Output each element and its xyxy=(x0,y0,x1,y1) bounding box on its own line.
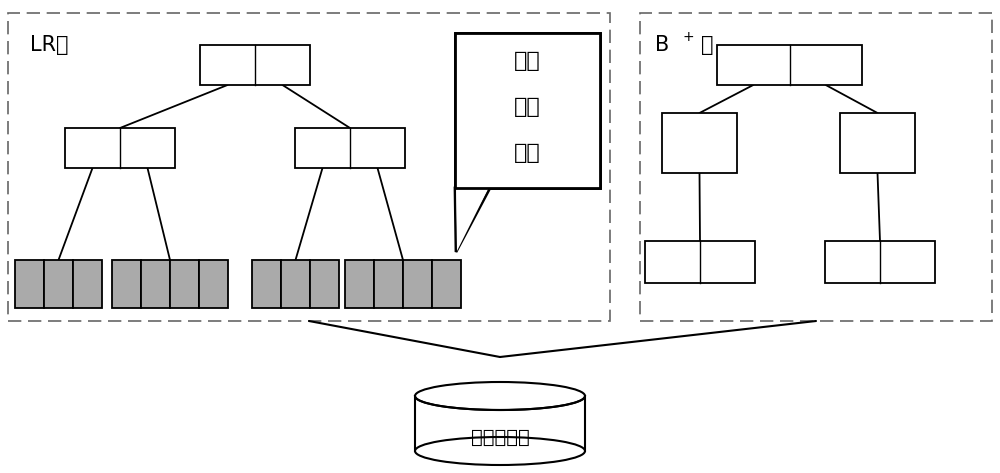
Bar xyxy=(112,260,141,308)
Bar xyxy=(252,260,281,308)
Bar xyxy=(432,260,461,308)
Bar xyxy=(281,260,310,308)
Bar xyxy=(310,260,339,308)
Bar xyxy=(662,113,737,173)
Text: 时空数据库: 时空数据库 xyxy=(471,428,529,447)
Bar xyxy=(455,33,600,188)
Bar xyxy=(717,45,862,85)
Bar xyxy=(403,260,432,308)
Ellipse shape xyxy=(415,382,585,410)
Text: 时态: 时态 xyxy=(514,51,541,71)
Bar xyxy=(170,260,199,308)
Ellipse shape xyxy=(415,437,585,465)
Bar xyxy=(825,241,935,283)
Text: 树: 树 xyxy=(701,35,714,55)
Text: LR树: LR树 xyxy=(30,35,68,55)
Text: 线性: 线性 xyxy=(514,97,541,117)
Text: B: B xyxy=(655,35,669,55)
Bar xyxy=(455,33,600,188)
Bar xyxy=(345,260,374,308)
Bar xyxy=(73,260,102,308)
Bar xyxy=(295,128,405,168)
Bar xyxy=(200,45,310,85)
Text: +: + xyxy=(683,30,695,44)
Bar xyxy=(8,13,610,321)
Bar xyxy=(199,260,228,308)
Polygon shape xyxy=(456,187,489,251)
Bar xyxy=(65,128,175,168)
Bar xyxy=(374,260,403,308)
Text: 索引: 索引 xyxy=(514,143,541,163)
Bar xyxy=(44,260,73,308)
Bar xyxy=(840,113,915,173)
Bar xyxy=(141,260,170,308)
Bar xyxy=(645,241,755,283)
Bar xyxy=(640,13,992,321)
Polygon shape xyxy=(455,188,490,252)
Bar xyxy=(15,260,44,308)
